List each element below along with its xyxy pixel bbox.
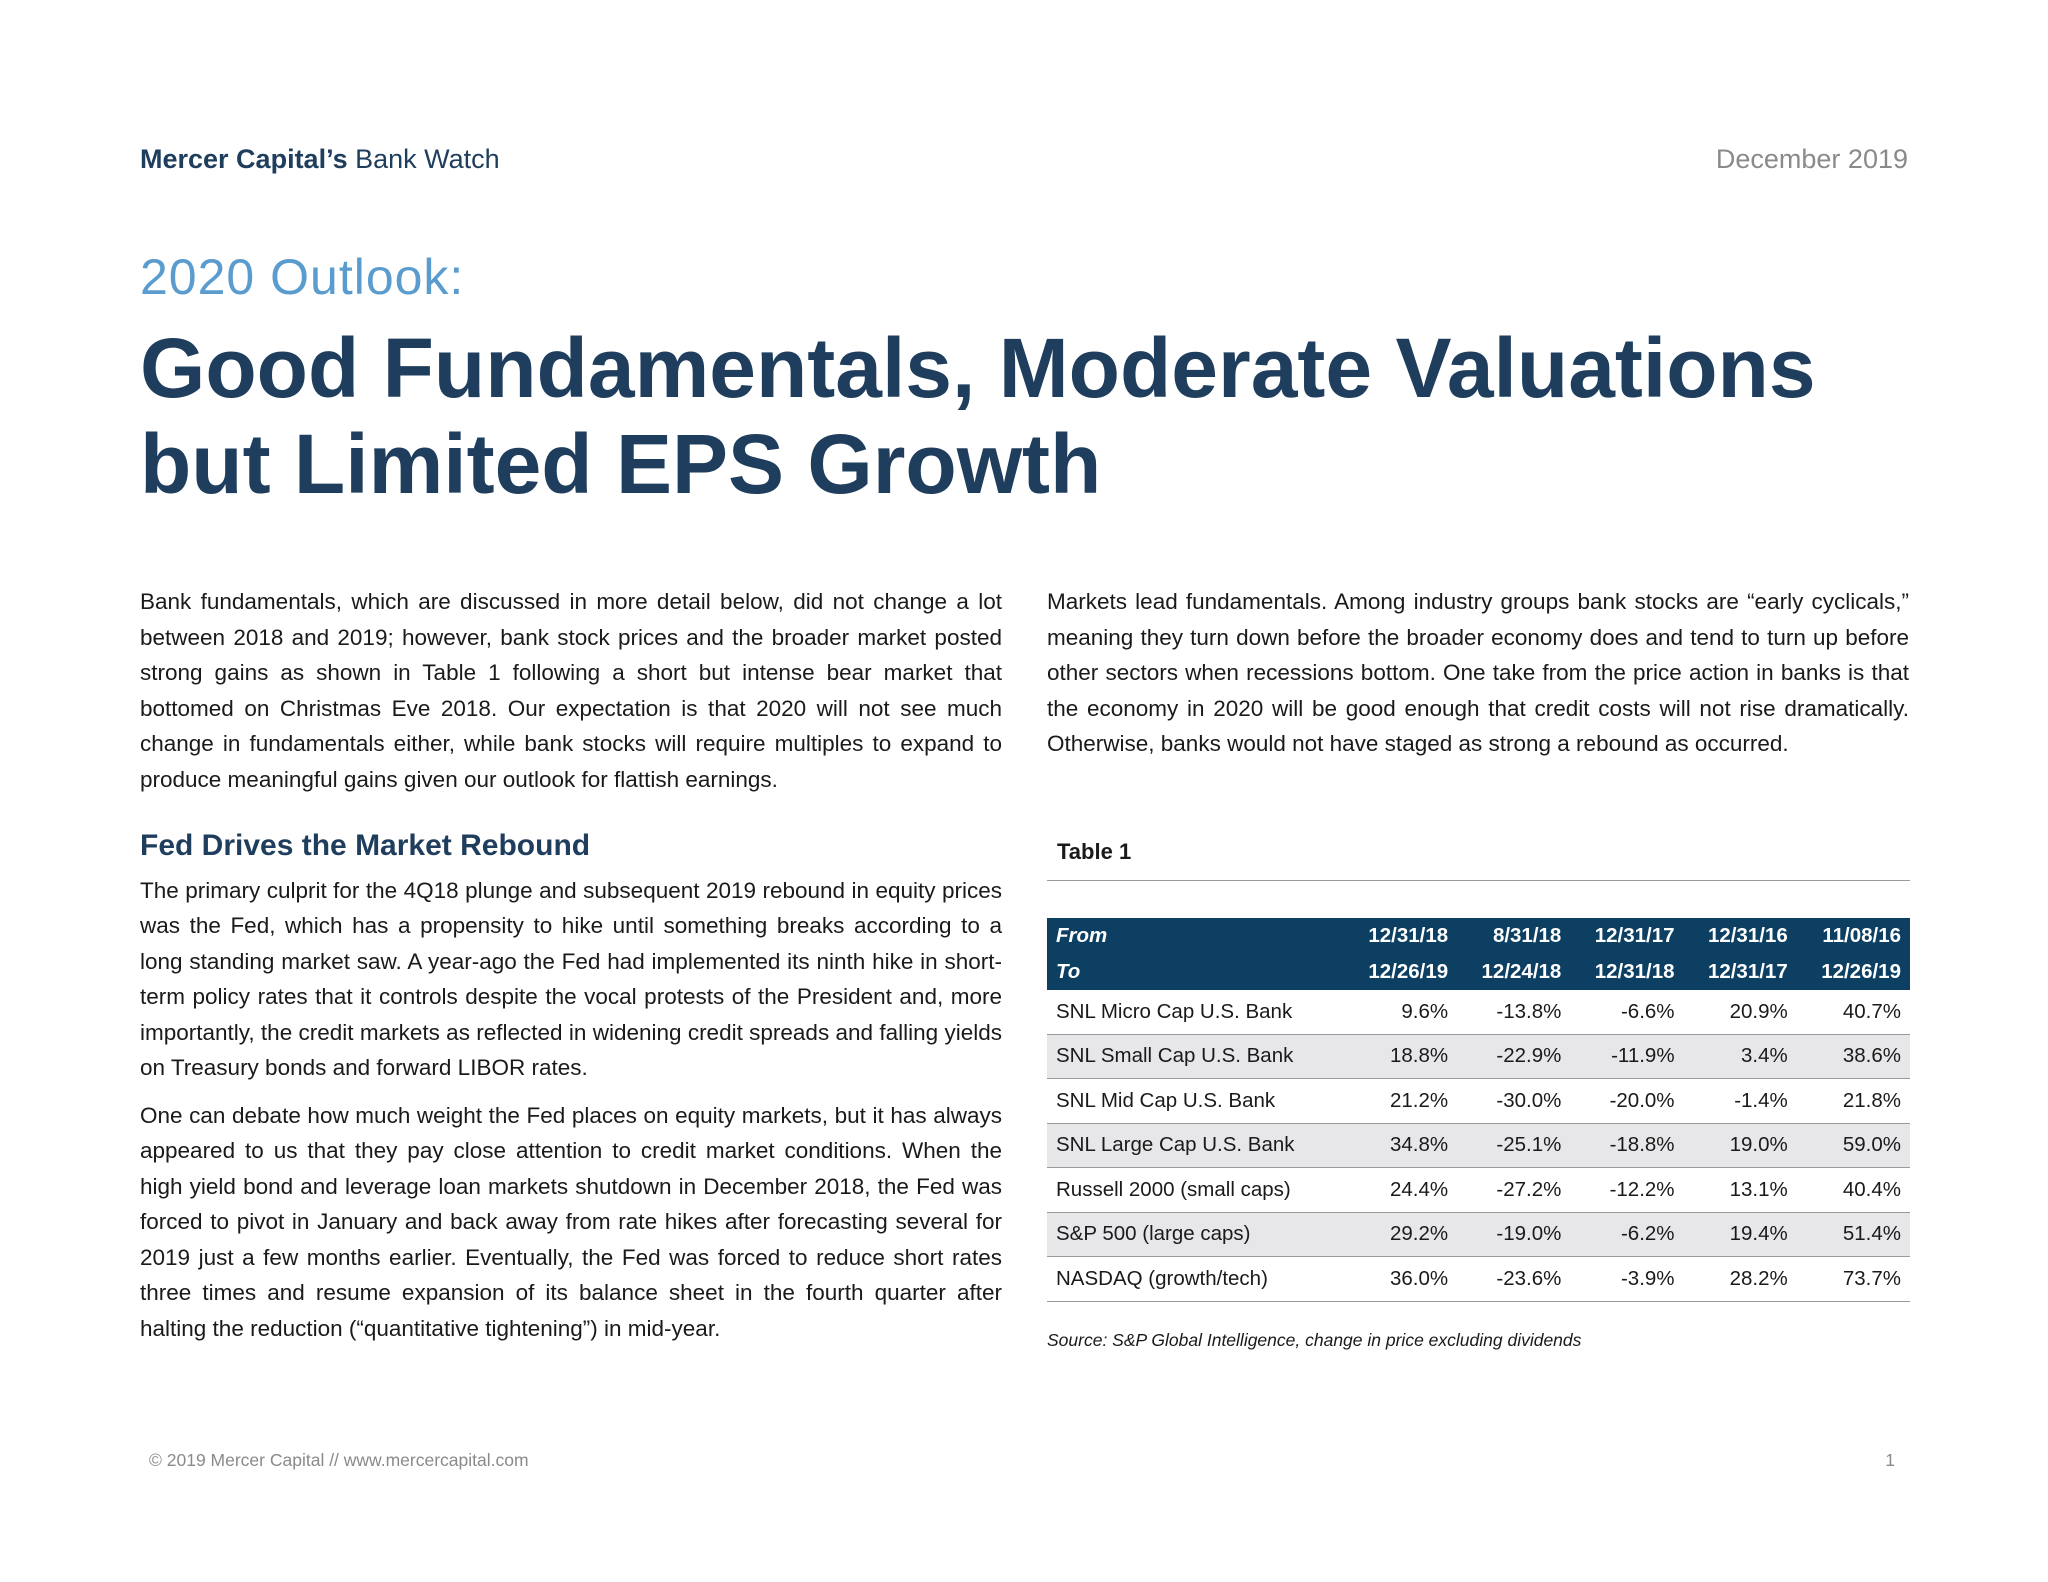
row-label: SNL Micro Cap U.S. Bank xyxy=(1047,990,1344,1035)
table-row: SNL Mid Cap U.S. Bank 21.2% -30.0% -20.0… xyxy=(1047,1078,1910,1124)
table-row: Russell 2000 (small caps) 24.4% -27.2% -… xyxy=(1047,1167,1910,1213)
table-cell: -23.6% xyxy=(1457,1256,1571,1302)
table-cell: -19.0% xyxy=(1457,1212,1571,1257)
table-cell: -20.0% xyxy=(1570,1078,1684,1124)
table-cell: -30.0% xyxy=(1457,1078,1571,1124)
row-label: Russell 2000 (small caps) xyxy=(1047,1167,1344,1213)
table-cell: -18.8% xyxy=(1570,1123,1684,1168)
row-label: S&P 500 (large caps) xyxy=(1047,1212,1344,1257)
table-cell: -6.6% xyxy=(1570,990,1684,1035)
table-cell: 40.4% xyxy=(1796,1167,1910,1213)
header-from-date: 12/31/18 xyxy=(1343,918,1458,954)
page-number: 1 xyxy=(1885,1450,1895,1470)
table-row: SNL Micro Cap U.S. Bank 9.6% -13.8% -6.6… xyxy=(1047,990,1910,1035)
row-label: SNL Mid Cap U.S. Bank xyxy=(1047,1078,1344,1124)
row-label: SNL Large Cap U.S. Bank xyxy=(1047,1123,1344,1168)
table-row: S&P 500 (large caps) 29.2% -19.0% -6.2% … xyxy=(1047,1212,1910,1257)
table-cell: -13.8% xyxy=(1457,990,1571,1035)
footer-copyright: © 2019 Mercer Capital // www.mercercapit… xyxy=(149,1450,529,1470)
table-cell: 29.2% xyxy=(1343,1212,1458,1257)
table-row: SNL Large Cap U.S. Bank 34.8% -25.1% -18… xyxy=(1047,1123,1910,1168)
header-to-date: 12/31/17 xyxy=(1683,954,1797,990)
header-to-date: 12/24/18 xyxy=(1457,954,1571,990)
table-cell: 28.2% xyxy=(1683,1256,1797,1302)
table-cell: 3.4% xyxy=(1683,1034,1797,1079)
header-to-date: 12/31/18 xyxy=(1570,954,1684,990)
body-paragraph: The primary culprit for the 4Q18 plunge … xyxy=(140,877,1002,1081)
article-kicker: 2020 Outlook: xyxy=(140,249,465,305)
table-cell: -3.9% xyxy=(1570,1256,1684,1302)
table-cell: 18.8% xyxy=(1343,1034,1458,1079)
table-cell: 20.9% xyxy=(1683,990,1797,1035)
table-header-row-to: To 12/26/19 12/24/18 12/31/18 12/31/17 1… xyxy=(1047,954,1910,990)
table-cell: -25.1% xyxy=(1457,1123,1571,1168)
table-cell: 51.4% xyxy=(1796,1212,1910,1257)
table-cell: -1.4% xyxy=(1683,1078,1797,1124)
header-from-label: From xyxy=(1047,918,1344,954)
issue-date: December 2019 xyxy=(1715,144,1908,174)
table-cell: 19.0% xyxy=(1683,1123,1797,1168)
article-title: Good Fundamentals, Moderate Valuations b… xyxy=(140,321,1816,511)
table-cell: 38.6% xyxy=(1796,1034,1910,1079)
body-paragraph: Markets lead fundamentals. Among industr… xyxy=(1047,589,1909,756)
brand-name: Mercer Capital’s xyxy=(140,144,348,174)
section-heading: Fed Drives the Market Rebound xyxy=(140,829,591,862)
row-label: SNL Small Cap U.S. Bank xyxy=(1047,1034,1344,1079)
table-header-row-from: From 12/31/18 8/31/18 12/31/17 12/31/16 … xyxy=(1047,918,1910,954)
table-row: SNL Small Cap U.S. Bank 18.8% -22.9% -11… xyxy=(1047,1034,1910,1079)
table-cell: 19.4% xyxy=(1683,1212,1797,1257)
brand-publication: Bank Watch xyxy=(347,144,500,174)
header-to-label: To xyxy=(1047,954,1344,990)
table-cell: 21.2% xyxy=(1343,1078,1458,1124)
newsletter-brand: Mercer Capital’s Bank Watch xyxy=(140,144,500,175)
header-to-date: 12/26/19 xyxy=(1796,954,1910,990)
table-cell: 34.8% xyxy=(1343,1123,1458,1168)
header-from-date: 11/08/16 xyxy=(1796,918,1910,954)
table-cell: 24.4% xyxy=(1343,1167,1458,1213)
table-title: Table 1 xyxy=(1057,839,1132,864)
table-cell: -27.2% xyxy=(1457,1167,1571,1213)
table-cell: -22.9% xyxy=(1457,1034,1571,1079)
right-column: Markets lead fundamentals. Among industr… xyxy=(1047,584,1909,762)
header-to-date: 12/26/19 xyxy=(1343,954,1458,990)
table-row: NASDAQ (growth/tech) 36.0% -23.6% -3.9% … xyxy=(1047,1256,1910,1302)
table-cell: -6.2% xyxy=(1570,1212,1684,1257)
left-column: Bank fundamentals, which are discussed i… xyxy=(140,584,1002,1346)
intro-paragraph: Bank fundamentals, which are discussed i… xyxy=(140,589,1002,792)
table-source-note: Source: S&P Global Intelligence, change … xyxy=(1047,1330,1582,1350)
table-cell: -11.9% xyxy=(1570,1034,1684,1079)
table-cell: 59.0% xyxy=(1796,1123,1910,1168)
table-cell: 73.7% xyxy=(1796,1256,1910,1302)
table-cell: 13.1% xyxy=(1683,1167,1797,1213)
table-cell: 36.0% xyxy=(1343,1256,1458,1302)
row-label: NASDAQ (growth/tech) xyxy=(1047,1256,1344,1302)
table-cell: 9.6% xyxy=(1343,990,1458,1035)
table-cell: 40.7% xyxy=(1796,990,1910,1035)
table-cell: -12.2% xyxy=(1570,1167,1684,1213)
returns-table: From 12/31/18 8/31/18 12/31/17 12/31/16 … xyxy=(1047,918,1910,1302)
table-cell: 21.8% xyxy=(1796,1078,1910,1124)
header-from-date: 12/31/17 xyxy=(1570,918,1684,954)
table-divider xyxy=(1047,880,1910,881)
header-from-date: 12/31/16 xyxy=(1683,918,1797,954)
body-paragraph: One can debate how much weight the Fed p… xyxy=(140,1102,1002,1341)
header-from-date: 8/31/18 xyxy=(1457,918,1571,954)
